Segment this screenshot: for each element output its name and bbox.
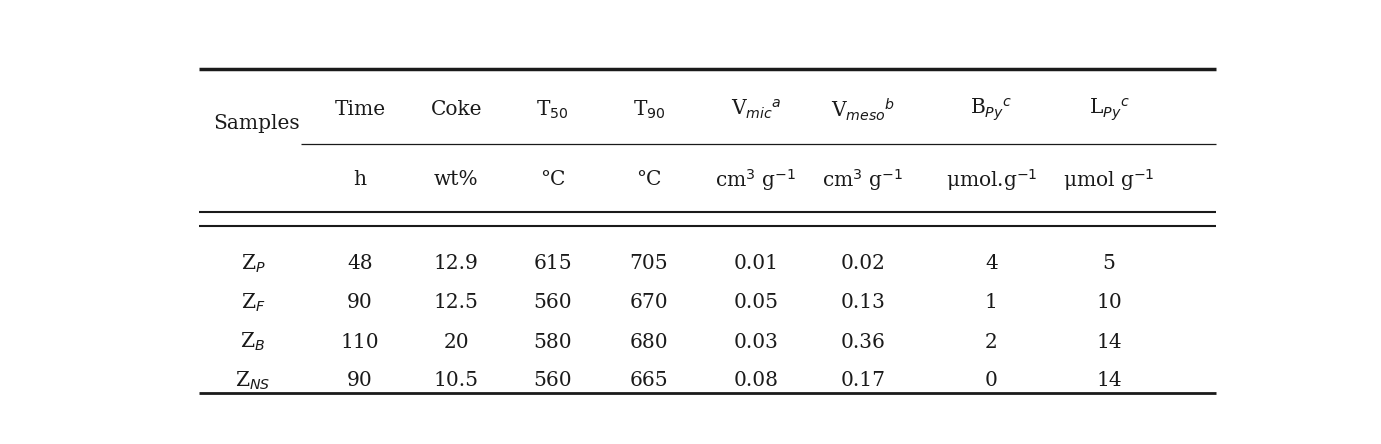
Text: 10: 10 <box>1097 293 1121 312</box>
Text: 0.03: 0.03 <box>733 333 779 352</box>
Text: 0.01: 0.01 <box>733 254 779 273</box>
Text: 48: 48 <box>347 254 373 273</box>
Text: 0.13: 0.13 <box>841 293 885 312</box>
Text: 14: 14 <box>1097 333 1121 352</box>
Text: 680: 680 <box>630 333 668 352</box>
Text: 10.5: 10.5 <box>434 371 479 390</box>
Text: wt%: wt% <box>434 170 479 189</box>
Text: 560: 560 <box>533 371 572 390</box>
Text: °C: °C <box>637 170 661 189</box>
Text: 2: 2 <box>985 333 997 352</box>
Text: 4: 4 <box>985 254 997 273</box>
Text: V$_{mic}$$^{a}$: V$_{mic}$$^{a}$ <box>731 98 782 121</box>
Text: 5: 5 <box>1102 254 1116 273</box>
Text: 90: 90 <box>347 371 373 390</box>
Text: 20: 20 <box>443 333 470 352</box>
Text: 90: 90 <box>347 293 373 312</box>
Text: T$_{50}$: T$_{50}$ <box>536 99 569 121</box>
Text: Z$_{B}$: Z$_{B}$ <box>240 331 265 353</box>
Text: 670: 670 <box>630 293 668 312</box>
Text: B$_{Py}$$^{c}$: B$_{Py}$$^{c}$ <box>971 96 1012 123</box>
Text: μmol.g$^{-1}$: μmol.g$^{-1}$ <box>946 167 1037 193</box>
Text: 580: 580 <box>533 333 572 352</box>
Text: 0: 0 <box>985 371 998 390</box>
Text: Coke: Coke <box>431 100 482 119</box>
Text: 12.5: 12.5 <box>434 293 479 312</box>
Text: Z$_{NS}$: Z$_{NS}$ <box>235 370 271 392</box>
Text: Z$_{P}$: Z$_{P}$ <box>240 252 265 275</box>
Text: Time: Time <box>334 100 385 119</box>
Text: 0.36: 0.36 <box>841 333 885 352</box>
Text: 665: 665 <box>630 371 668 390</box>
Text: 560: 560 <box>533 293 572 312</box>
Text: 0.17: 0.17 <box>841 371 885 390</box>
Text: 1: 1 <box>985 293 998 312</box>
Text: 12.9: 12.9 <box>434 254 479 273</box>
Text: 0.08: 0.08 <box>733 371 779 390</box>
Text: μmol g$^{-1}$: μmol g$^{-1}$ <box>1063 167 1155 193</box>
Text: Samples: Samples <box>213 114 300 133</box>
Text: 110: 110 <box>341 333 380 352</box>
Text: T$_{90}$: T$_{90}$ <box>632 99 666 121</box>
Text: cm$^{3}$ g$^{-1}$: cm$^{3}$ g$^{-1}$ <box>823 167 903 193</box>
Text: V$_{meso}$$^{b}$: V$_{meso}$$^{b}$ <box>831 96 895 123</box>
Text: °C: °C <box>540 170 565 189</box>
Text: 705: 705 <box>630 254 668 273</box>
Text: 0.05: 0.05 <box>733 293 779 312</box>
Text: Z$_{F}$: Z$_{F}$ <box>240 292 265 314</box>
Text: L$_{Py}$$^{c}$: L$_{Py}$$^{c}$ <box>1088 96 1130 123</box>
Text: h: h <box>354 170 366 189</box>
Text: cm$^{3}$ g$^{-1}$: cm$^{3}$ g$^{-1}$ <box>715 167 797 193</box>
Text: 0.02: 0.02 <box>841 254 885 273</box>
Text: 14: 14 <box>1097 371 1121 390</box>
Text: 615: 615 <box>533 254 572 273</box>
